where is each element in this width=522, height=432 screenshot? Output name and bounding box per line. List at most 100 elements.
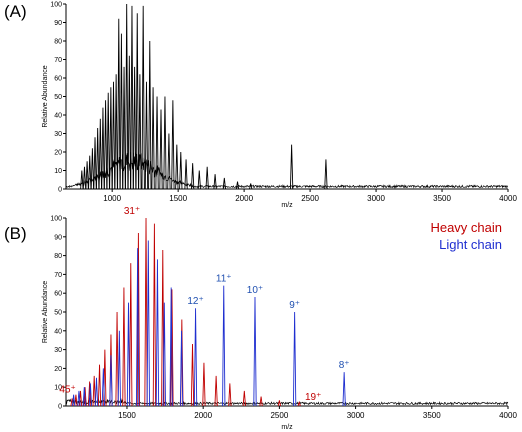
panel-a-spectrum-peak: [109, 87, 113, 190]
panel-a-spectrum-peak: [88, 155, 92, 190]
panel-b-light-chain-peak: [169, 287, 173, 407]
panel-b-heavy-chain-peak: [115, 311, 119, 407]
panel-a-x-tick-label: 1000: [103, 194, 121, 203]
panel-b-light-chain-peak: [179, 330, 184, 407]
panel-a-spectrum-peak: [167, 133, 171, 190]
panel-a-spectrum-peak: [130, 5, 134, 190]
panel-a-spectrum-peak: [197, 170, 201, 190]
panel-a-spectrum-peak: [132, 66, 137, 190]
panel-b-x-tick-label: 3000: [347, 411, 365, 420]
panel-a-spectrum-peak: [82, 166, 87, 190]
panel-a-spectrum-peak: [144, 81, 149, 190]
panel-b-y-tick-label: 70: [54, 272, 62, 279]
panel-b-x-tick-label: 3500: [423, 411, 441, 420]
panel-a-spectrum-peak: [106, 92, 110, 190]
panel-a-y-tick-label: 0: [58, 187, 62, 194]
panel-a-spectrum-peak: [179, 151, 183, 190]
panel-a-spectrum-peak: [135, 13, 139, 190]
panel-a-spectrum-peak: [80, 170, 84, 190]
panel-a-x-tick-label: 3500: [433, 194, 451, 203]
panel-b-y-tick-label: 30: [54, 347, 62, 354]
panel-b-light-chain-peak: [109, 355, 113, 407]
panel-b-light-chain-peak: [77, 390, 81, 407]
panel-a-spectrum-peak: [148, 40, 152, 190]
panel-b-light-chain-peak: [146, 240, 150, 407]
panel-a-spectrum-peak: [235, 181, 240, 190]
panel-b-light-chain-peak: [71, 394, 76, 407]
panel-b-light-chain-peak: [117, 330, 121, 407]
panel-a-x-tick-label: 2500: [301, 194, 319, 203]
panel-b-light-chain-peak: [94, 377, 99, 407]
panel-a-baseline: [65, 152, 509, 189]
panel-b-y-tick-label: 40: [54, 328, 62, 335]
panel-b-charge-annotation: 9⁺: [289, 300, 300, 311]
panel-a-spectrum-peak: [205, 166, 209, 190]
panel-a-x-tick-label: 4000: [499, 194, 517, 203]
panel-b-x-tick-label: 2500: [270, 411, 288, 420]
panel-b-heavy-chain-peak: [277, 400, 282, 407]
panel-a-spectrum-peak: [213, 174, 217, 190]
panel-a-spectrum-peak: [289, 144, 294, 190]
panel-a-spectrum-peak: [114, 74, 118, 190]
panel-b-y-tick-label: 80: [54, 253, 62, 260]
panel-b-heavy-chain-peak: [152, 223, 157, 407]
panel-b-light-chain-peak: [162, 302, 166, 407]
panel-b-heavy-chain-peak: [202, 362, 206, 407]
panel-a-y-tick-label: 20: [54, 150, 62, 157]
panel-b-light-chain-peak: [253, 296, 257, 407]
panel-a-label: (A): [4, 2, 27, 21]
panel-b-charge-annotation: 31⁺: [124, 206, 140, 217]
panel-b-x-tick-label: 2000: [194, 411, 212, 420]
panel-a-x-tick-label: 1500: [169, 194, 187, 203]
panel-b-heavy-chain-peak: [144, 217, 148, 407]
panel-a-y-tick-label: 100: [50, 2, 62, 9]
panel-a-spectrum-peak: [93, 137, 97, 190]
panel-b-light-chain-peak: [222, 285, 226, 407]
panel-b-light-chain-peak: [88, 383, 93, 407]
panel-b-charge-annotation: 10⁺: [247, 285, 263, 296]
panel-b-heavy-chain-peak: [122, 287, 126, 407]
panel-a-spectrum-peak: [171, 100, 175, 190]
panel-b-heavy-chain-peak: [297, 400, 301, 407]
panel-a-y-tick-label: 80: [54, 39, 62, 46]
panel-b-y-tick-label: 20: [54, 366, 62, 373]
panel-a-x-axis-label: m/z: [281, 202, 293, 209]
panel-a-spectrum-peak: [175, 144, 179, 190]
panel-b-heavy-chain-peak: [136, 233, 141, 407]
panel-b-light-chain-peak: [342, 372, 346, 407]
panel-a-spectrum-peak: [111, 81, 116, 190]
panel-a-spectrum-peak: [184, 159, 188, 190]
panel-b-heavy-chain-peak: [242, 390, 246, 407]
panel-a-spectrum-peak: [163, 96, 167, 190]
panel-b-heavy-chain-peak: [190, 343, 195, 407]
panel-a-spectrum-peak: [119, 33, 124, 190]
panel-b-light-chain-peak: [135, 248, 140, 407]
panel-b-y-tick-label: 0: [58, 404, 62, 411]
panel-a-spectrum-peak: [324, 159, 328, 190]
panel-b-heavy-chain-peak: [83, 387, 87, 407]
panel-b-y-axis-label: Relative Abundance: [42, 281, 49, 343]
panel-b-x-axis-label: m/z: [281, 424, 293, 431]
panel-b-charge-annotation: 11⁺: [216, 274, 232, 285]
panel-a-y-tick-label: 60: [54, 76, 62, 83]
panel-a-y-tick-label: 50: [54, 94, 62, 101]
panel-b-heavy-chain-peak: [92, 375, 96, 407]
panel-b-heavy-chain-peak: [87, 381, 92, 407]
panel-a-spectrum-peak: [117, 18, 121, 190]
panel-b-light-chain-peak: [126, 302, 131, 407]
panel-a-spectrum-peak: [103, 100, 108, 190]
panel-a-spectrum-peak: [138, 74, 142, 190]
panel-b-charge-annotation: 19⁺: [305, 392, 321, 403]
panel-b-y-tick-label: 100: [50, 216, 62, 223]
panel-b-light-chain-peak: [101, 368, 105, 407]
panel-b-charge-annotation: 12⁺: [187, 296, 203, 307]
panel-a-spectrum-peak: [125, 3, 129, 190]
panel-b-light-chain-peak: [193, 308, 198, 407]
panel-a-spectrum-peak: [98, 118, 102, 190]
panel-a-spectrum-peak: [191, 163, 195, 190]
panel-b-light-chain-peak: [292, 311, 297, 407]
panel-b-y-tick-label: 50: [54, 310, 62, 317]
panel-a-spectrum-peak: [249, 183, 253, 190]
panel-b-heavy-chain-peak: [259, 396, 263, 407]
